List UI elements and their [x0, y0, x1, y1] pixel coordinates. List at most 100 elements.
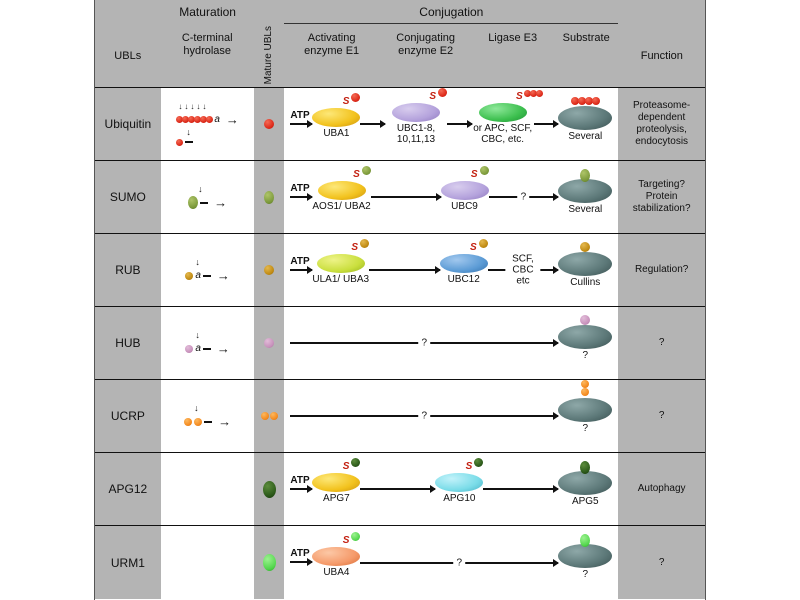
e3-name: or APC, SCF, CBC, etc. [473, 123, 533, 145]
conjugation-apg12: ATP S APG7 S APG10 APG5 [284, 453, 619, 525]
ubiquitin-dot-icon [176, 115, 184, 123]
conjugation-ucrp: ? ? [284, 379, 619, 452]
substrate-name: ? [582, 422, 589, 434]
header-conjugating-enzyme-e2: Conjugating enzyme E2 [396, 32, 456, 58]
mature-ubl-ucrp [254, 380, 285, 452]
substrate-ellipse-icon [558, 105, 613, 130]
substrate-rub: Cullins [558, 241, 613, 289]
thioester-s-label: S [342, 96, 350, 108]
maturation-hub: ↓ a → [160, 307, 255, 379]
substrate-ubl-icon [580, 534, 591, 548]
pro-ucrp-row: → [184, 415, 231, 428]
substrate-ubl-icon [580, 168, 591, 182]
ubiquitin-dot-icon [578, 96, 587, 105]
arrow-icon [290, 119, 314, 128]
maturation-ucrp: ↓ → [160, 380, 255, 452]
sumo-oval-icon [188, 196, 199, 209]
substrate-apg12: APG5 [558, 460, 613, 508]
maturation-ubiquitin: ↓↓↓↓↓ a → ↓ [160, 88, 255, 160]
arrow-right-icon: → [216, 268, 230, 283]
polyubiquitin-chain-icon [176, 115, 214, 123]
substrate-ubl-chain-icon [571, 96, 601, 105]
e2-ellipse-icon [392, 103, 441, 122]
e1-name: UBA4 [323, 566, 350, 578]
mature-rub-icon [264, 265, 275, 275]
header-conjugation-columns: Activating enzyme E1 Conjugating enzyme … [284, 24, 619, 87]
e1-ellipse-icon [312, 108, 361, 128]
thioester-ubl-icon [479, 166, 489, 176]
enzyme-e2-apg10: S APG10 [435, 458, 484, 505]
thioester-ubl-icon [478, 239, 488, 249]
rub-dot-icon [580, 241, 591, 252]
ucrp-dot-icon [184, 417, 193, 426]
arrow-right-icon: → [225, 111, 239, 127]
arrow-icon [370, 193, 442, 201]
pro-sumo-row: → [188, 196, 227, 209]
function-apg12: Autophagy [618, 453, 705, 525]
arrow-e1-e2 [360, 485, 437, 493]
propeptide-tail-icon [204, 420, 213, 423]
ubl-name-sumo: SUMO [95, 161, 161, 233]
header-ubls: UBLs [114, 49, 142, 62]
substrate-name: Several [568, 203, 603, 215]
mature-ubl-hub [254, 307, 285, 379]
arrow-down-icon: ↓ [186, 126, 191, 137]
arrow-e1-e2 [369, 266, 441, 274]
thioester-s-label: S [515, 91, 523, 102]
down-arrow-row: ↓ [176, 126, 191, 137]
ubiquitin-dot-icon [571, 96, 580, 105]
arrow-icon [533, 120, 559, 128]
rub-dot-icon [185, 271, 194, 280]
header-spacer [254, 0, 284, 24]
urm1-oval-icon [580, 534, 591, 548]
substrate-ubl-icon [580, 241, 591, 252]
ubl-name-apg12: APG12 [95, 453, 161, 525]
ubiquitin-dot-icon [194, 115, 202, 123]
arrow-question-label: ? [453, 557, 466, 568]
mature-ubl-sumo [254, 161, 285, 233]
arrow-icon [483, 485, 560, 493]
e2-name: APG10 [443, 493, 476, 505]
substrate-ucrp: ? [558, 379, 613, 435]
substrate-ubl-icon [580, 314, 591, 325]
header-activating-enzyme-e1: Activating enzyme E1 [304, 32, 360, 58]
thioester-ubl-icon [438, 88, 448, 97]
diagram-header: Maturation Conjugation UBLs C-terminal h… [95, 0, 705, 88]
down-arrow-row: ↓ [185, 258, 200, 267]
mature-ubl-ubiquitin [254, 88, 285, 160]
ubiquitin-dot-icon [592, 96, 601, 105]
ucrp-dot-icon [194, 417, 203, 426]
substrate-ubl-icon [581, 379, 590, 396]
ubiquitin-dot-icon [188, 115, 196, 123]
function-urm1: ? [618, 526, 705, 599]
atp-step: ATP [290, 474, 314, 493]
mature-ucrp-icon [260, 412, 269, 420]
maturation-graphic: ↓ a → [185, 331, 230, 355]
row-urm1: URM1 ATP S UBA4 ? ? ? [95, 526, 705, 599]
substrate-name: ? [582, 349, 589, 361]
atp-step: ATP [290, 255, 314, 274]
enzyme-e2-ubc1-8: S UBC1-8, 10,11,13 [385, 88, 448, 145]
enzyme-e1-ula1-uba3: S ULA1/ UBA3 [312, 239, 370, 286]
arrow-e2-e3 [447, 120, 473, 128]
cleavage-site-label: a [195, 343, 201, 354]
thioester-s-label: S [470, 169, 478, 181]
arrow-e1-e2 [370, 193, 442, 201]
conjugation-ubiquitin: ATP S UBA1 S UBC1-8, 10,11,13 S or APC, … [284, 88, 619, 160]
enzyme-e3-ligase: S or APC, SCF, CBC, etc. [472, 90, 543, 145]
substrate-urm1: ? [558, 534, 613, 581]
e2-ellipse-icon [440, 181, 489, 201]
atp-label: ATP [290, 474, 310, 486]
ubiquitin-dot-icon [523, 90, 531, 97]
pro-ubiquitin-icon [176, 138, 194, 146]
function-ucrp: ? [618, 380, 705, 452]
atp-label: ATP [290, 255, 310, 267]
ucrp-dot-icon [581, 387, 590, 396]
propeptide-tail-icon [185, 141, 194, 143]
mature-ubls-vertical-label: Mature UBLs [262, 26, 274, 85]
hub-dot-icon [185, 344, 194, 353]
thioester-s-label: S [470, 242, 477, 254]
thioester-s-label: S [353, 169, 360, 181]
ubl-name-urm1: URM1 [95, 526, 161, 599]
e3-ellipse-icon [478, 103, 527, 122]
